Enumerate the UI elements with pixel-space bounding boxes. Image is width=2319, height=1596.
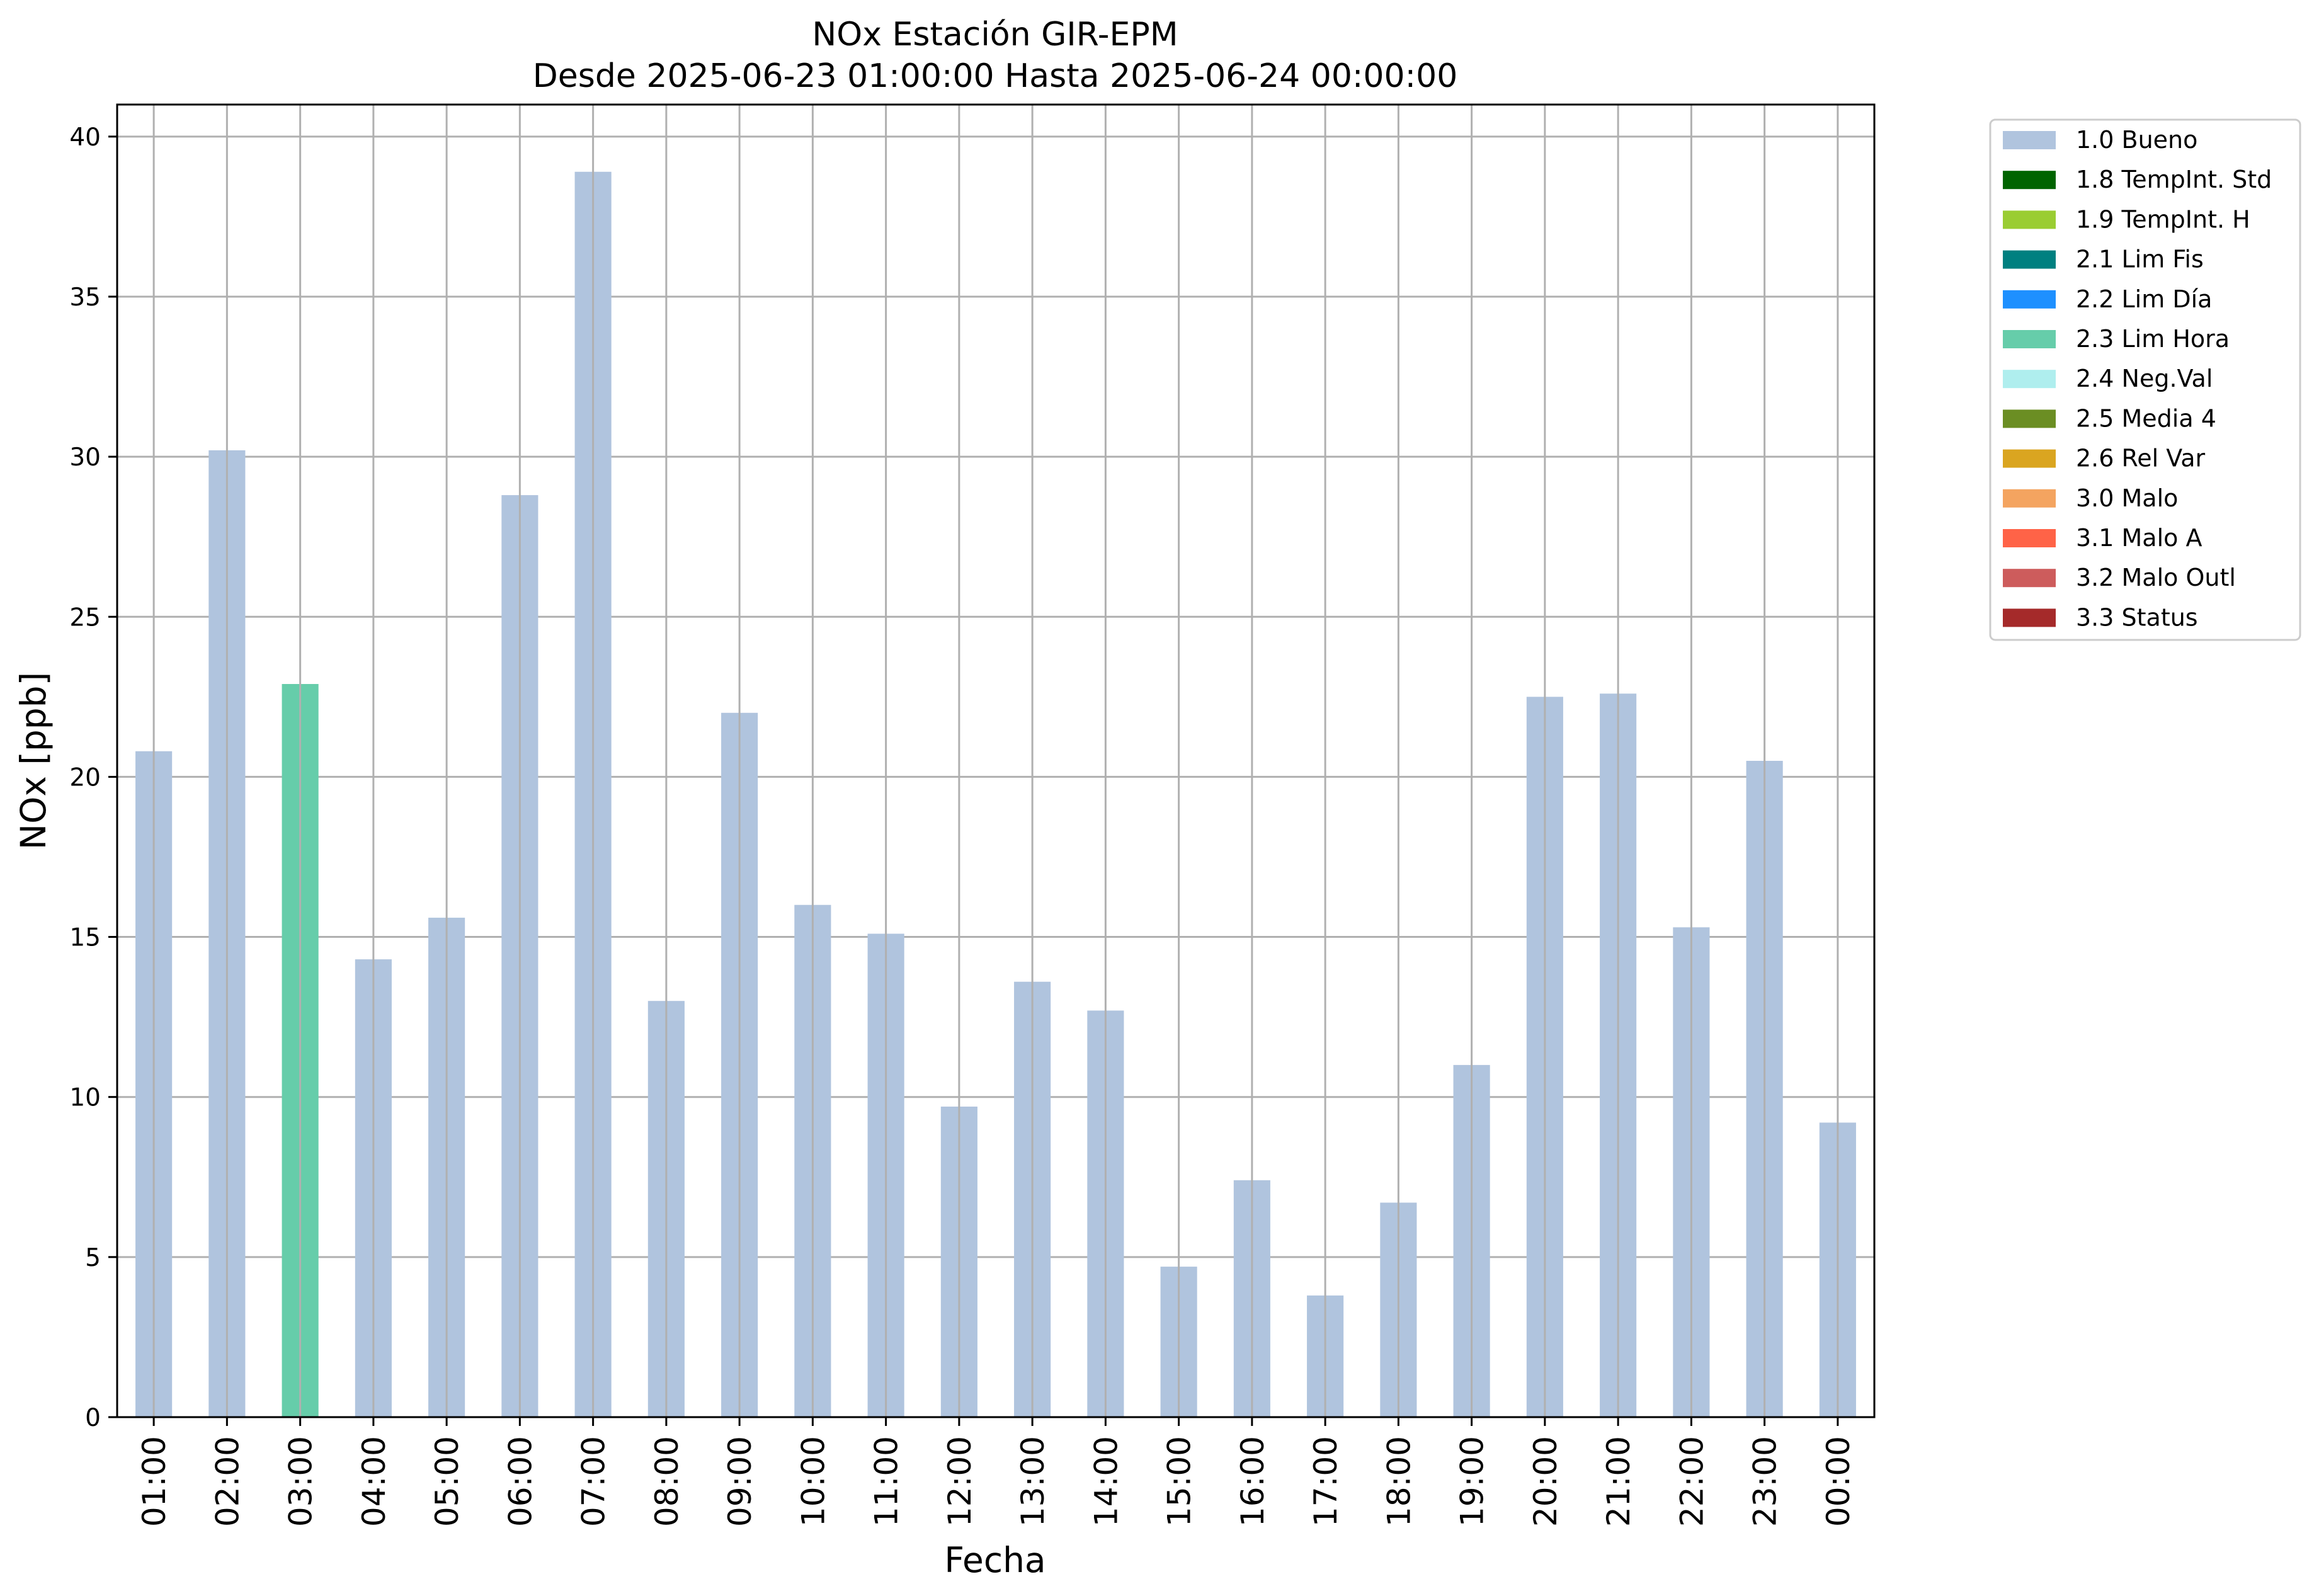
y-tick-label: 35 [69,283,101,312]
x-tick-label: 04:00 [356,1436,392,1527]
x-tick-label: 13:00 [1015,1436,1051,1527]
legend-swatch [2003,171,2056,190]
x-tick-label: 21:00 [1600,1436,1637,1527]
x-tick-label: 14:00 [1088,1436,1124,1527]
legend: 1.0 Bueno 1.8 TempInt. Std 1.9 TempInt. H 2… [1989,118,2301,641]
legend-label: 2.3 Lim Hora [2076,325,2230,353]
legend-label: 2.5 Media 4 [2076,404,2216,432]
legend-swatch [2003,489,2056,508]
y-tick-label: 25 [69,603,101,632]
legend-label: 1.0 Bueno [2076,126,2197,154]
legend-swatch [2003,529,2056,547]
x-tick-label: 05:00 [429,1436,465,1527]
legend-label: 2.1 Lim Fis [2076,246,2204,273]
y-tick-label: 15 [69,924,101,952]
y-axis-title: NOx [ppb] [13,672,54,850]
y-tick-label: 40 [69,123,101,152]
legend-swatch [2003,409,2056,428]
legend-label: 3.3 Status [2076,603,2198,631]
chart-title: NOx Estación GIR-EPM [812,16,1178,54]
legend-swatch [2003,449,2056,468]
bars [135,171,1856,1418]
legend-label: 1.9 TempInt. H [2076,205,2250,233]
y-tick-label: 0 [85,1404,101,1432]
gridlines [117,135,1874,1418]
y-tick-label: 10 [69,1084,101,1112]
vertical-gridlines [152,105,1839,1417]
x-tick-label: 02:00 [209,1436,246,1527]
y-tick-label: 30 [69,443,101,472]
x-tick-label: 08:00 [649,1436,685,1527]
legend-swatch [2003,250,2056,269]
x-tick-label: 03:00 [283,1436,319,1527]
legend-label: 2.6 Rel Var [2076,445,2206,472]
chart-subtitle: Desde 2025-06-23 01:00:00 Hasta 2025-06-… [533,57,1458,95]
legend-swatch [2003,608,2056,627]
legend-swatch [2003,330,2056,348]
x-tick-label: 00:00 [1820,1436,1857,1527]
legend-frame [1989,118,2301,641]
legend-swatch [2003,370,2056,389]
x-tick-label: 19:00 [1454,1436,1491,1527]
y-tick-label: 20 [69,763,101,792]
x-tick-label: 06:00 [502,1436,538,1527]
x-tick-label: 18:00 [1381,1436,1417,1527]
legend-label: 3.0 Malo [2076,484,2178,512]
x-tick-label: 11:00 [869,1436,905,1527]
y-axis: 0 5 10 15 20 25 30 35 40 [69,123,117,1432]
x-tick-label: 09:00 [722,1436,758,1527]
x-tick-label: 16:00 [1234,1436,1271,1527]
legend-swatch [2003,131,2056,149]
x-tick-label: 15:00 [1161,1436,1198,1527]
legend-swatch [2003,290,2056,309]
x-axis: 01:00 02:00 03:00 04:00 05:00 06:00 07:00 08:00… [136,1417,1857,1527]
x-tick-label: 20:00 [1527,1436,1564,1527]
legend-swatch [2003,569,2056,588]
x-tick-label: 17:00 [1308,1436,1344,1527]
x-tick-label: 10:00 [795,1436,831,1527]
legend-label: 1.8 TempInt. Std [2076,166,2272,193]
legend-label: 2.4 Neg.Val [2076,365,2213,392]
x-tick-label: 12:00 [942,1436,978,1527]
x-tick-label: 01:00 [136,1436,173,1527]
legend-swatch [2003,210,2056,229]
x-tick-label: 07:00 [576,1436,612,1527]
plot-frame [116,103,1876,1418]
legend-label: 3.1 Malo A [2076,524,2202,552]
legend-label: 3.2 Malo Outl [2076,564,2236,591]
x-tick-label: 22:00 [1673,1436,1710,1527]
y-tick-label: 5 [85,1244,101,1272]
x-tick-label: 23:00 [1747,1436,1784,1527]
legend-label: 2.2 Lim Día [2076,285,2212,313]
x-axis-title: Fecha [944,1540,1046,1580]
